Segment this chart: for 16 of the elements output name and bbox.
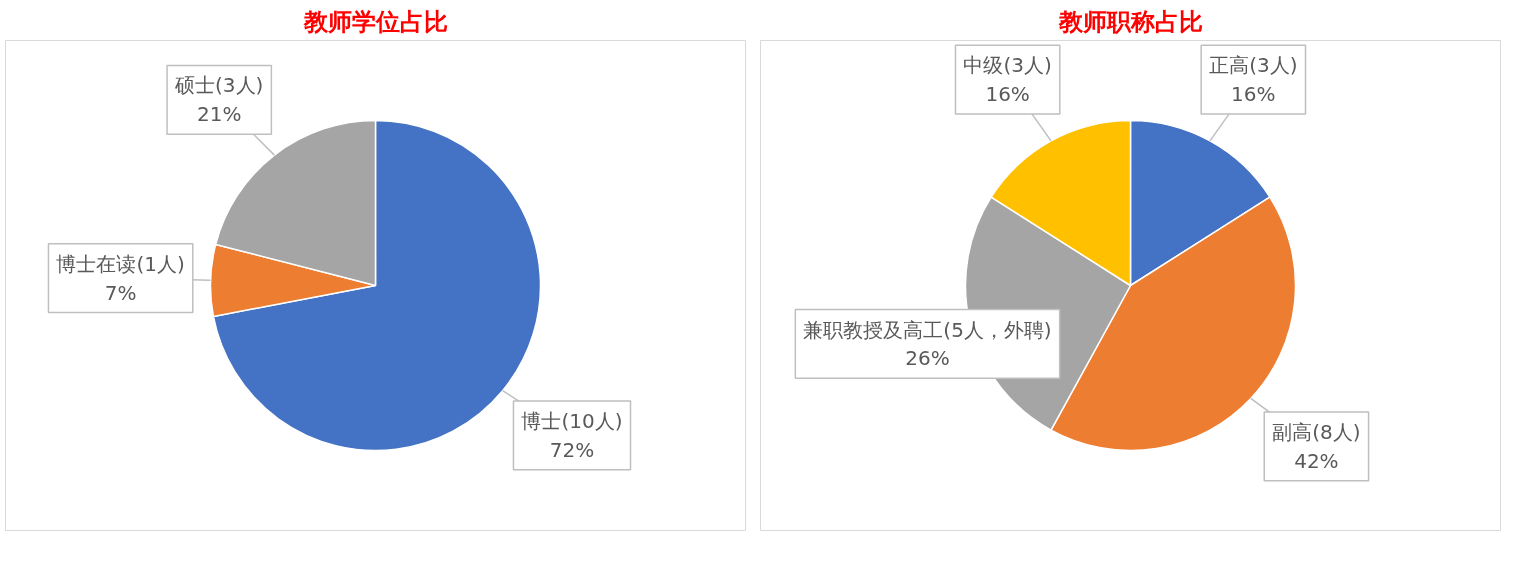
data-label: 42% [1294,448,1339,473]
slice-label: 副高(8人) [1272,419,1361,444]
slice-label: 硕士(3人) [174,73,264,98]
slice-label: 兼职教授及高工(5人，外聘) [803,317,1052,342]
data-label: 26% [905,346,950,371]
data-label: 72% [549,437,595,462]
slice-label: 中级(3人) [963,53,1052,78]
data-label: 21% [196,102,242,127]
data-label: 16% [1231,81,1276,106]
slice-label: 博士(10人) [521,408,623,433]
data-label: 7% [104,280,137,305]
data-label: 16% [985,81,1030,106]
chart-title: 教师学位占比 [302,7,448,36]
slice-label: 博士在读(1人) [56,251,185,276]
chart-title: 教师职称占比 [1057,7,1203,36]
slice-label: 正高(3人) [1209,53,1298,78]
